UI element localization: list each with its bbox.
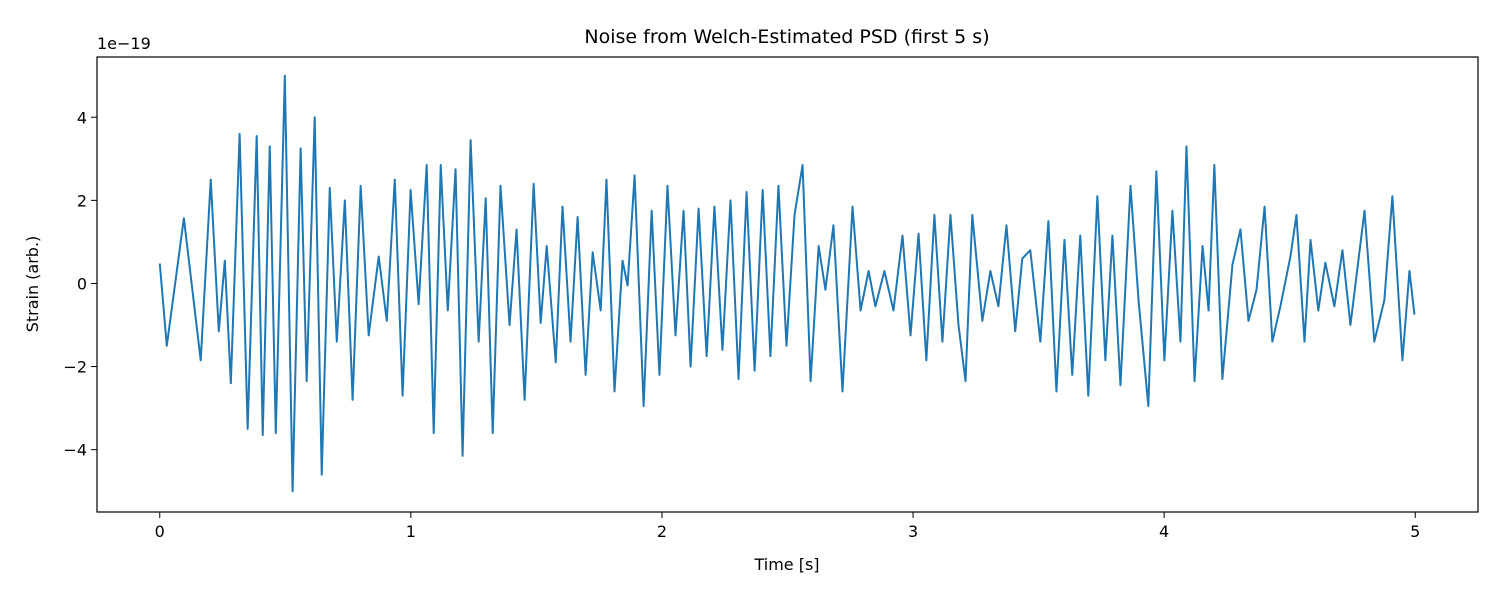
x-tick-label: 3	[908, 522, 918, 541]
y-offset-text: 1e−19	[97, 34, 151, 53]
x-axis-label: Time [s]	[753, 555, 819, 574]
x-tick-label: 1	[406, 522, 416, 541]
x-tick-label: 4	[1159, 522, 1169, 541]
chart-title: Noise from Welch-Estimated PSD (first 5 …	[584, 26, 989, 48]
plot-frame	[96, 56, 1479, 513]
x-tick-label: 0	[155, 522, 165, 541]
y-tick-label: −2	[63, 358, 87, 377]
y-tick-label: 4	[77, 108, 87, 127]
y-axis-label: Strain (arb.)	[23, 236, 42, 333]
y-tick-label: −4	[63, 441, 87, 460]
x-tick-label: 5	[1410, 522, 1420, 541]
x-tick-label: 2	[657, 522, 667, 541]
y-tick-label: 0	[77, 274, 87, 293]
line-series	[158, 74, 1416, 493]
y-tick-label: 2	[77, 191, 87, 210]
